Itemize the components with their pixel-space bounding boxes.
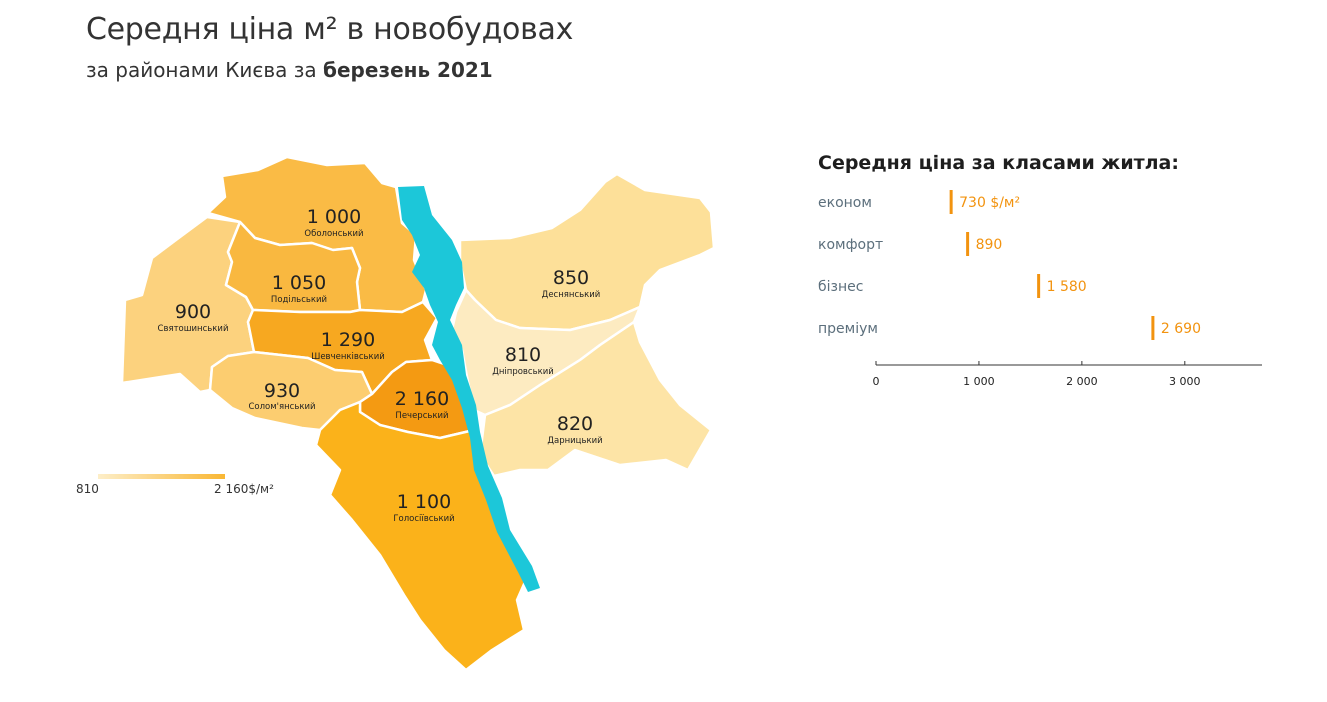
name-podilskyi: Подільський <box>271 295 327 305</box>
name-pecherskyi: Печерський <box>395 411 448 421</box>
district-darnytskyi[interactable] <box>478 320 713 478</box>
value-podilskyi: 1 050 <box>272 272 326 294</box>
x-tick-label: 0 <box>873 375 880 388</box>
value-holosiivskyi: 1 100 <box>397 491 451 513</box>
value-pecherskyi: 2 160 <box>395 388 449 410</box>
value-shevchenkivskyi: 1 290 <box>321 329 375 351</box>
page-title: Середня ціна м² в новобудовах <box>86 12 574 47</box>
bar-mark <box>949 190 953 214</box>
page-subtitle: за районами Києва за березень 2021 <box>86 58 493 82</box>
category-label: економ <box>818 195 872 211</box>
class-price-chart: економ 730 $/м² комфорт 890 бізнес 1 580 премі… <box>818 190 1262 388</box>
value-label: 890 <box>976 237 1003 253</box>
value-solomianskyi: 930 <box>264 380 300 402</box>
class-chart-title: Середня ціна за класами житла: <box>818 152 1179 174</box>
name-holosiivskyi: Голосіївський <box>393 514 454 524</box>
name-darnytskyi: Дарницький <box>547 436 602 446</box>
district-labels: 1 000 Оболонський 1 050 Подільський 900 … <box>158 206 603 524</box>
bar-mark <box>1151 316 1155 340</box>
value-label: 1 580 <box>1047 279 1087 295</box>
value-dniprovskyi: 810 <box>505 344 541 366</box>
name-sviatoshynskyi: Святошинський <box>158 324 229 334</box>
category-label: преміум <box>818 321 878 337</box>
name-solomianskyi: Солом'янський <box>248 402 315 412</box>
category-label: бізнес <box>818 279 863 295</box>
value-label: 730 $/м² <box>959 195 1020 211</box>
dnipro-river <box>398 186 540 592</box>
bar-mark <box>1037 274 1041 298</box>
name-obolonskyi: Оболонський <box>304 229 363 239</box>
subtitle-date: березень 2021 <box>323 58 493 82</box>
color-scale-legend: 810 2 160$/м² <box>76 474 276 504</box>
name-desnianskyi: Деснянський <box>542 290 601 300</box>
value-obolonskyi: 1 000 <box>307 206 361 228</box>
value-darnytskyi: 820 <box>557 413 593 435</box>
legend-gradient-bar <box>98 474 225 479</box>
bar-mark <box>966 232 970 256</box>
name-shevchenkivskyi: Шевченківський <box>311 352 385 362</box>
value-sviatoshynskyi: 900 <box>175 301 211 323</box>
value-label: 2 690 <box>1161 321 1201 337</box>
x-tick-label: 3 000 <box>1169 375 1201 388</box>
subtitle-prefix: за районами Києва за <box>86 58 324 82</box>
x-tick-label: 2 000 <box>1066 375 1098 388</box>
x-tick-label: 1 000 <box>963 375 995 388</box>
legend-max-label: 2 160$/м² <box>214 482 274 496</box>
category-label: комфорт <box>818 237 883 253</box>
value-desnianskyi: 850 <box>553 267 589 289</box>
legend-min-label: 810 <box>76 482 99 496</box>
kyiv-districts-map: 1 000 Оболонський 1 050 Подільський 900 … <box>120 155 716 672</box>
district-desnianskyi[interactable] <box>458 172 716 332</box>
name-dniprovskyi: Дніпровський <box>492 367 554 377</box>
